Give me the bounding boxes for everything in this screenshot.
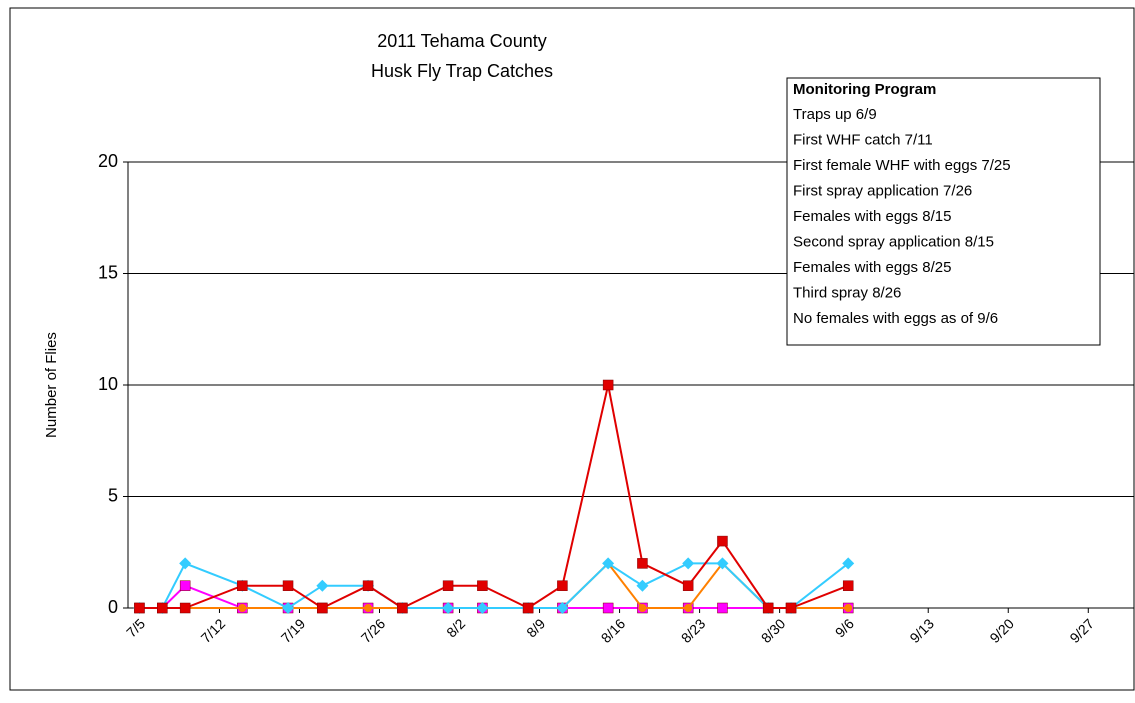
point [762,602,774,614]
point [844,604,853,612]
y-tick-label: 15 [98,262,118,282]
point [364,604,373,612]
point [477,580,488,591]
point [717,602,728,614]
point [636,579,649,592]
point [362,580,374,591]
annotation-line: First WHF catch 7/11 [793,131,933,148]
point [716,557,729,570]
point [282,580,294,591]
point [317,602,328,614]
point [442,602,455,614]
point [602,602,614,614]
y-tick-label: 0 [108,597,118,617]
annotation-line: Females with eggs 8/15 [793,208,951,225]
point [638,604,647,612]
point [717,535,728,547]
point [556,602,569,614]
annotation-line: Traps up 6/9 [793,106,877,123]
point [237,580,248,591]
point [557,580,568,591]
point [684,604,693,612]
y-axis-label: Number of Flies [43,332,60,438]
annotation-line: First female WHF with eggs 7/25 [793,157,1011,174]
point [682,557,695,570]
point [522,602,534,614]
point [637,558,648,569]
annotation-title: Monitoring Program [793,81,936,98]
annotation-line: Females with eggs 8/25 [793,259,951,276]
point [602,379,614,391]
point [157,602,168,614]
point [238,604,247,612]
annotation-line: No females with eggs as of 9/6 [793,310,998,327]
point [476,602,489,614]
y-tick-label: 10 [98,374,118,394]
point [179,557,192,570]
point [397,602,408,614]
point [682,580,694,591]
point [785,602,797,614]
chart-title: 2011 Tehama County [377,31,546,51]
annotation-line: First spray application 7/26 [793,182,972,199]
y-tick-label: 20 [98,151,118,171]
point [179,580,191,591]
annotation-line: Second spray application 8/15 [793,233,994,250]
point [282,602,295,614]
y-tick-label: 5 [108,485,118,505]
point [179,602,191,614]
point [134,602,145,614]
annotation-line: Third spray 8/26 [793,284,901,301]
point [842,580,854,591]
point [602,557,615,570]
annotation-box [786,77,1101,346]
point [442,580,454,591]
chart-title: Husk Fly Trap Catches [371,61,553,81]
point [316,579,329,592]
point [842,557,855,570]
